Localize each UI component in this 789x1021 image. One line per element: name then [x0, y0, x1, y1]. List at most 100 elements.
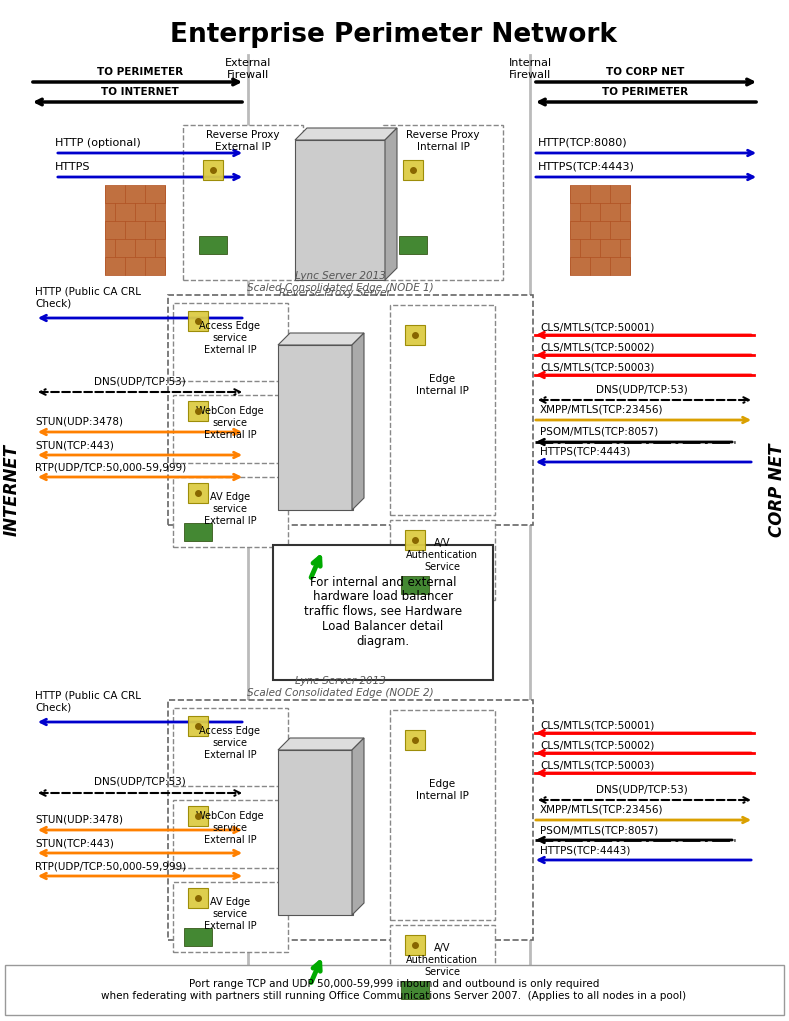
FancyBboxPatch shape	[173, 477, 288, 547]
Bar	[105, 239, 115, 257]
Bar	[145, 257, 165, 275]
Bar	[590, 185, 610, 203]
Bar	[405, 530, 425, 550]
Text: INTERNET: INTERNET	[3, 444, 21, 536]
Text: Reverse Proxy
Internal IP: Reverse Proxy Internal IP	[406, 130, 480, 151]
Text: Reverse Proxy Server: Reverse Proxy Server	[279, 288, 391, 298]
Text: CLS/MTLS(TCP:50002): CLS/MTLS(TCP:50002)	[540, 342, 654, 352]
FancyBboxPatch shape	[390, 925, 495, 1005]
Bar	[405, 730, 425, 750]
Bar	[125, 221, 145, 239]
Bar	[115, 203, 135, 221]
Text: Port range TCP and UDP 50,000-59,999 inbound and outbound is only required
when : Port range TCP and UDP 50,000-59,999 inb…	[102, 979, 686, 1001]
FancyBboxPatch shape	[173, 395, 288, 463]
Bar	[590, 257, 610, 275]
Bar	[570, 203, 580, 221]
Text: WebCon Edge
service
External IP: WebCon Edge service External IP	[196, 812, 264, 844]
FancyBboxPatch shape	[390, 520, 495, 600]
Text: DNS(UDP/TCP:53): DNS(UDP/TCP:53)	[596, 384, 688, 394]
Polygon shape	[352, 738, 364, 915]
Bar	[273, 545, 493, 680]
Text: Reverse Proxy
External IP: Reverse Proxy External IP	[206, 130, 280, 151]
Bar	[570, 257, 590, 275]
Text: Scaled Consolidated Edge (NODE 2): Scaled Consolidated Edge (NODE 2)	[247, 688, 433, 698]
Text: HTTP (Public CA CRL
Check): HTTP (Public CA CRL Check)	[35, 690, 141, 712]
Bar	[401, 576, 429, 594]
Bar	[570, 239, 580, 257]
FancyBboxPatch shape	[173, 708, 288, 786]
Bar	[115, 239, 135, 257]
Text: STUN(TCP:443): STUN(TCP:443)	[35, 838, 114, 848]
Bar	[184, 523, 212, 541]
Bar	[399, 236, 427, 254]
Bar	[105, 203, 115, 221]
Bar	[145, 185, 165, 203]
Bar	[570, 221, 590, 239]
Bar	[155, 239, 165, 257]
Bar	[580, 203, 600, 221]
Text: HTTPS(TCP:4443): HTTPS(TCP:4443)	[538, 162, 635, 172]
Bar	[125, 257, 145, 275]
Bar	[278, 345, 353, 510]
Bar	[5, 965, 784, 1015]
Text: DNS(UDP/TCP:53): DNS(UDP/TCP:53)	[596, 784, 688, 794]
Text: TO PERIMETER: TO PERIMETER	[602, 87, 688, 97]
FancyBboxPatch shape	[168, 700, 533, 940]
Text: AV Edge
service
External IP: AV Edge service External IP	[204, 492, 256, 526]
Text: HTTP (optional): HTTP (optional)	[55, 138, 140, 148]
Text: RTP(UDP/TCP:50,000-59,999): RTP(UDP/TCP:50,000-59,999)	[35, 461, 186, 472]
Text: RTP(UDP/TCP:50,000-59,999): RTP(UDP/TCP:50,000-59,999)	[35, 861, 186, 871]
Bar	[590, 221, 610, 239]
Bar	[105, 221, 125, 239]
Text: CORP NET: CORP NET	[768, 443, 786, 537]
Text: Enterprise Perimeter Network: Enterprise Perimeter Network	[170, 22, 618, 48]
Bar	[405, 935, 425, 955]
Text: HTTP (Public CA CRL
Check): HTTP (Public CA CRL Check)	[35, 287, 141, 308]
Bar	[580, 239, 600, 257]
Text: Lync Server 2013: Lync Server 2013	[294, 271, 386, 281]
Text: WebCon Edge
service
External IP: WebCon Edge service External IP	[196, 406, 264, 440]
Polygon shape	[295, 128, 397, 140]
Text: HTTPS: HTTPS	[55, 162, 91, 172]
Bar	[188, 806, 208, 826]
Bar	[188, 888, 208, 908]
Text: STUN(TCP:443): STUN(TCP:443)	[35, 440, 114, 450]
FancyBboxPatch shape	[173, 882, 288, 952]
Bar	[188, 311, 208, 331]
FancyBboxPatch shape	[168, 295, 533, 525]
Text: External
Firewall: External Firewall	[225, 58, 271, 80]
Bar	[278, 750, 353, 915]
Text: XMPP/MTLS(TCP:23456): XMPP/MTLS(TCP:23456)	[540, 405, 664, 415]
Bar	[405, 325, 425, 345]
FancyBboxPatch shape	[183, 125, 303, 280]
Text: For internal and external
hardware load balancer
traffic flows, see Hardware
Loa: For internal and external hardware load …	[304, 576, 462, 648]
Bar	[105, 257, 125, 275]
Text: XMPP/MTLS(TCP:23456): XMPP/MTLS(TCP:23456)	[540, 805, 664, 815]
Text: TO PERIMETER: TO PERIMETER	[97, 67, 183, 77]
FancyBboxPatch shape	[383, 125, 503, 280]
Polygon shape	[352, 333, 364, 510]
Bar	[295, 140, 385, 280]
Text: CLS/MTLS(TCP:50002): CLS/MTLS(TCP:50002)	[540, 740, 654, 750]
Text: A/V
Authentication
Service: A/V Authentication Service	[406, 943, 478, 977]
Bar	[403, 160, 423, 180]
Text: Internal
Firewall: Internal Firewall	[508, 58, 552, 80]
Text: Scaled Consolidated Edge (NODE 1): Scaled Consolidated Edge (NODE 1)	[247, 283, 433, 293]
Text: Access Edge
service
External IP: Access Edge service External IP	[200, 322, 260, 354]
Text: PSOM/MTLS(TCP:8057): PSOM/MTLS(TCP:8057)	[540, 427, 658, 437]
Text: Access Edge
service
External IP: Access Edge service External IP	[200, 726, 260, 760]
Bar	[184, 928, 212, 946]
Bar	[135, 239, 155, 257]
Bar	[125, 185, 145, 203]
Text: AV Edge
service
External IP: AV Edge service External IP	[204, 897, 256, 930]
Bar	[610, 221, 630, 239]
Bar	[155, 203, 165, 221]
Text: TO INTERNET: TO INTERNET	[101, 87, 179, 97]
Text: CLS/MTLS(TCP:50001): CLS/MTLS(TCP:50001)	[540, 720, 654, 730]
Text: CLS/MTLS(TCP:50001): CLS/MTLS(TCP:50001)	[540, 322, 654, 332]
FancyBboxPatch shape	[390, 710, 495, 920]
FancyBboxPatch shape	[390, 305, 495, 515]
Bar	[570, 185, 590, 203]
Bar	[620, 239, 630, 257]
FancyBboxPatch shape	[173, 800, 288, 868]
